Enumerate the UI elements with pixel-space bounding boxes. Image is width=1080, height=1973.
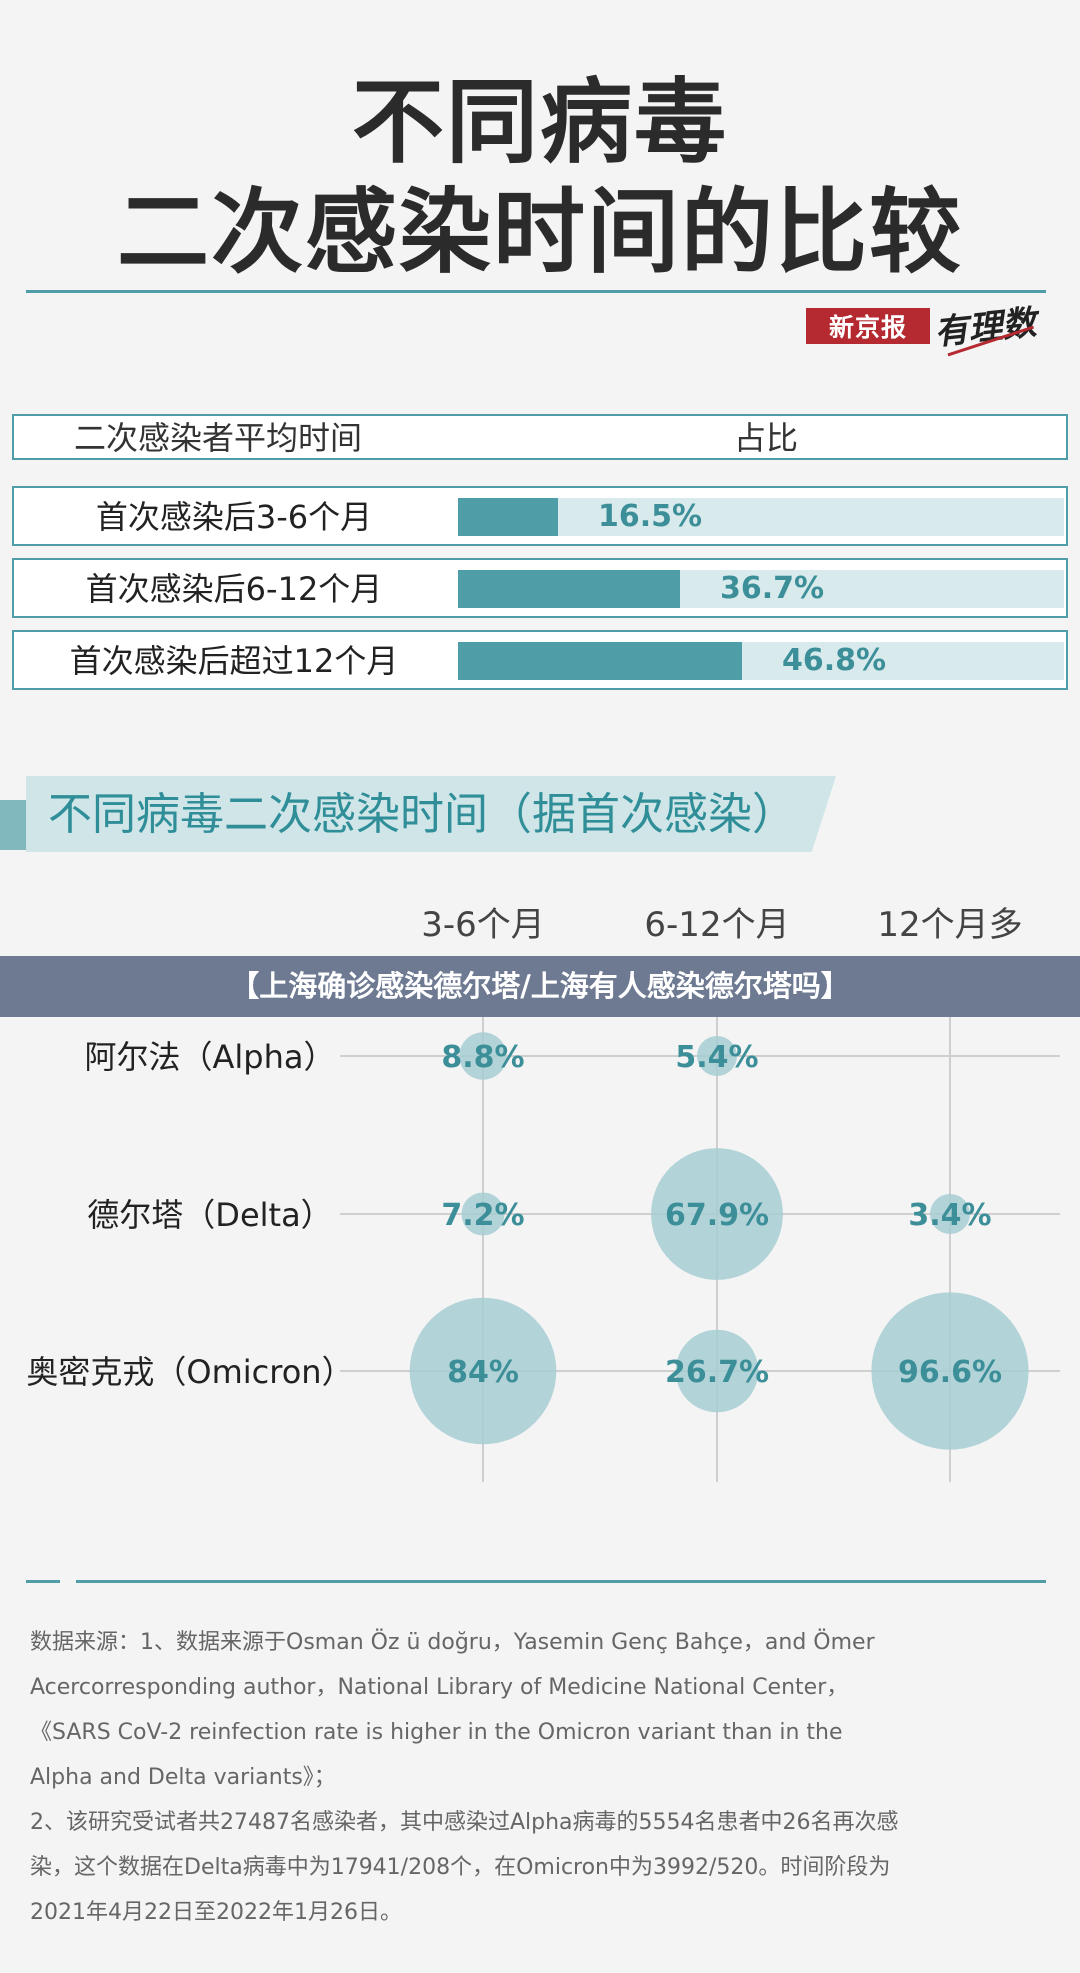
- bar-value-label: 36.7%: [720, 571, 825, 606]
- source-line: 数据来源：1、数据来源于Osman Öz ü doğru，Yasemin Gen…: [30, 1630, 875, 1655]
- source-line: 《SARS CoV-2 reinfection rate is higher i…: [30, 1720, 843, 1745]
- bubble: [461, 1192, 505, 1236]
- table-header: 二次感染者平均时间 占比: [12, 414, 1068, 460]
- column-logo: 有理数: [932, 295, 1039, 357]
- x-category-label: 6-12个月: [644, 905, 789, 945]
- footer-divider-short: [26, 1580, 60, 1583]
- bubble: [697, 1036, 737, 1076]
- x-category-label: 12个月多: [877, 905, 1022, 945]
- bubble: [409, 1297, 557, 1445]
- bubble: [651, 1148, 783, 1280]
- bubble: [871, 1292, 1029, 1450]
- bubble-value-label: 8.8%: [441, 1040, 524, 1075]
- bar-fill: [458, 570, 680, 608]
- table-header-left: 二次感染者平均时间: [74, 419, 363, 457]
- page-title-line-1: 不同病毒: [351, 69, 728, 176]
- table-row: 首次感染后超过12个月 46.8%: [12, 630, 1068, 690]
- section-title: 不同病毒二次感染时间（据首次感染）: [48, 789, 796, 840]
- source-line: 染，这个数据在Delta病毒中为17941/208个，在Omicron中为399…: [30, 1855, 891, 1880]
- bar-value-label: 46.8%: [782, 643, 887, 678]
- brand-logo: 新京报: [806, 308, 930, 344]
- row-label: 首次感染后6-12个月: [85, 570, 383, 608]
- x-category-label: 3-6个月: [421, 905, 545, 945]
- bar-track: 46.8%: [458, 642, 1064, 680]
- bubble-value-label: 96.6%: [898, 1355, 1002, 1390]
- bubble-value-label: 26.7%: [665, 1355, 769, 1390]
- y-category-label: 奥密克戎（Omicron）: [26, 1353, 353, 1391]
- source-line: 2021年4月22日至2022年1月26日。: [30, 1900, 402, 1925]
- y-category-label: 德尔塔（Delta）: [87, 1196, 332, 1234]
- bubble-value-label: 7.2%: [441, 1198, 524, 1233]
- bubble: [930, 1194, 970, 1234]
- table-row: 首次感染后3-6个月 16.5%: [12, 486, 1068, 546]
- source-line: Acercorresponding author，National Librar…: [30, 1675, 849, 1700]
- row-label: 首次感染后超过12个月: [69, 642, 399, 680]
- bubble-value-label: 84%: [447, 1355, 519, 1390]
- table-row: 首次感染后6-12个月 36.7%: [12, 558, 1068, 618]
- section-banner: [26, 776, 836, 852]
- bubble-value-label: 67.9%: [665, 1198, 769, 1233]
- bubble-value-label: 3.4%: [908, 1198, 991, 1233]
- source-notes: 数据来源：1、数据来源于Osman Öz ü doğru，Yasemin Gen…: [30, 1620, 1050, 1935]
- bubble: [675, 1329, 759, 1413]
- overlay-headline: 【上海确诊感染德尔塔/上海有人感染德尔塔吗】: [0, 956, 1080, 1017]
- bar-fill: [458, 498, 558, 536]
- table-header-right: 占比: [734, 419, 799, 457]
- source-line: 2、该研究受试者共27487名感染者，其中感染过Alpha病毒的5554名患者中…: [30, 1810, 899, 1835]
- bubble-value-label: 5.4%: [675, 1040, 758, 1075]
- footer-divider: [76, 1580, 1046, 1583]
- bar-value-label: 16.5%: [598, 499, 703, 534]
- row-label: 首次感染后3-6个月: [95, 498, 373, 536]
- bar-track: 36.7%: [458, 570, 1064, 608]
- bubble: [459, 1032, 507, 1080]
- bar-fill: [458, 642, 742, 680]
- page-title-line-2: 二次感染时间的比较: [116, 179, 963, 286]
- bar-track: 16.5%: [458, 498, 1064, 536]
- source-line: Alpha and Delta variants》；: [30, 1765, 336, 1790]
- title-divider: [26, 290, 1046, 293]
- y-category-label: 阿尔法（Alpha）: [85, 1038, 336, 1076]
